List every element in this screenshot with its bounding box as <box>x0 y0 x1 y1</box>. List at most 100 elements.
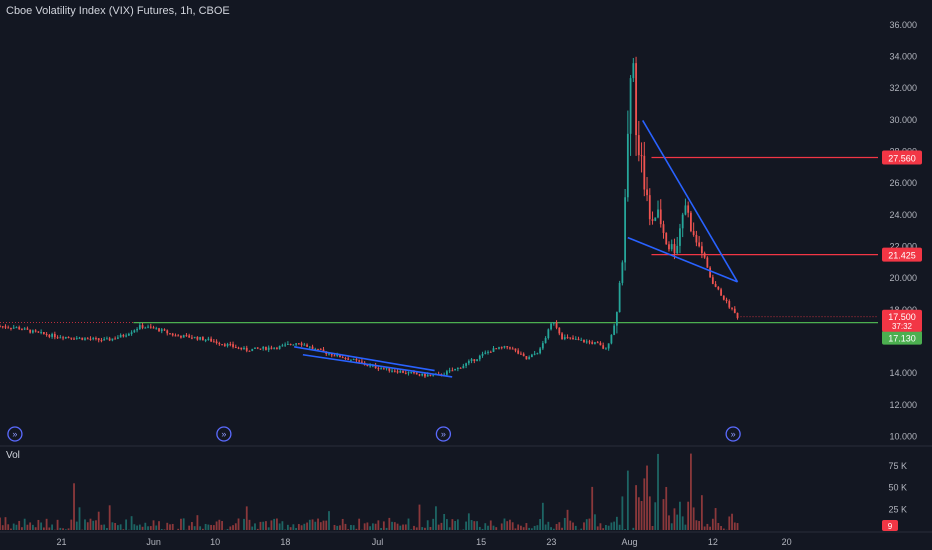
volume-bar <box>555 523 558 530</box>
volume-bar <box>720 525 722 530</box>
volume-bar <box>265 521 267 530</box>
candle-body <box>229 344 232 346</box>
volume-bar <box>188 525 191 530</box>
candle-body <box>284 344 287 346</box>
volume-bar <box>15 524 18 530</box>
volume-bar <box>114 522 117 530</box>
volume-bar <box>366 522 369 530</box>
volume-bar <box>256 528 259 530</box>
volume-bar <box>281 521 284 530</box>
candle-body <box>635 63 637 136</box>
time-axis[interactable]: 21 Jun 10 18 Jul 15 23 Aug 12 20 <box>56 537 791 547</box>
volume-bar <box>221 521 223 530</box>
candle-body <box>429 374 432 376</box>
time-tick-label: 15 <box>476 537 486 547</box>
candle-body <box>245 347 248 351</box>
volume-bar <box>166 522 169 530</box>
volume-bar <box>295 528 298 530</box>
volume-bar <box>352 525 355 530</box>
candle-body <box>391 370 393 372</box>
event-markers[interactable]: » » » » <box>7 426 741 442</box>
candle-body <box>577 338 580 340</box>
volume-bar <box>514 528 517 530</box>
volume-bar <box>536 525 539 530</box>
event-marker-icon <box>435 426 452 442</box>
volume-bar <box>673 508 676 530</box>
price-tick-label: 22.000 <box>889 242 917 252</box>
candle-body <box>404 372 407 374</box>
volume-bar <box>599 523 602 530</box>
candle-body <box>517 350 520 354</box>
candle-body <box>651 219 654 221</box>
price-levels[interactable] <box>0 156 878 324</box>
candle-body <box>303 344 306 346</box>
volume-bar <box>84 519 86 530</box>
candle-body <box>369 365 372 367</box>
volume-bar <box>51 524 53 530</box>
candle-body <box>714 283 717 287</box>
volume-bar <box>18 520 21 530</box>
candle-body <box>673 244 676 254</box>
volume-tick-label: 75 K <box>888 461 907 471</box>
volume-bar <box>160 528 163 530</box>
candle-body <box>218 343 221 345</box>
volume-bar <box>657 453 659 530</box>
volume-bar <box>106 528 108 530</box>
volume-bar <box>580 528 583 530</box>
volume-bar <box>476 521 478 530</box>
price-tick-label: 32.000 <box>889 83 917 93</box>
candle-body <box>670 244 673 250</box>
price-axis[interactable]: 10.00012.00014.00016.00018.00020.00022.0… <box>888 20 917 514</box>
trendline <box>627 236 738 283</box>
candle-body <box>67 336 70 338</box>
candle-body <box>273 347 276 349</box>
volume-bar <box>171 523 174 530</box>
volume-bar <box>668 515 670 530</box>
volume-bar <box>10 528 12 530</box>
volume-bar <box>116 525 119 530</box>
trendlines[interactable] <box>293 120 739 378</box>
candle-body <box>262 346 265 349</box>
candle-body <box>380 368 382 370</box>
candle-body <box>0 326 1 328</box>
candle-body <box>610 334 613 344</box>
price-tick-label: 26.000 <box>889 178 917 188</box>
candle-body <box>201 337 204 341</box>
candle-body <box>267 347 270 350</box>
candle-body <box>125 335 128 337</box>
volume-bar <box>396 523 399 530</box>
volume-bar <box>328 511 330 530</box>
candle-body <box>155 328 158 330</box>
volume-bar <box>728 516 731 530</box>
volume-bar <box>681 516 684 530</box>
candle-body <box>583 339 585 343</box>
candle-body <box>424 373 426 377</box>
candle-body <box>703 253 706 258</box>
candle-body <box>352 358 355 360</box>
volume-bar <box>591 486 594 530</box>
candle-body <box>511 348 514 350</box>
volume-bar <box>679 501 681 530</box>
resistance-tag <box>882 150 922 165</box>
volume-bar <box>533 525 536 530</box>
volume-bar <box>37 519 40 530</box>
volume-bar <box>276 518 278 530</box>
candle-body <box>514 348 517 351</box>
volume-bar <box>648 496 651 530</box>
volume-bar <box>717 522 720 530</box>
volume-bar <box>435 506 437 530</box>
candle-body <box>605 348 607 350</box>
candle-body <box>127 333 130 336</box>
volume-bar <box>311 519 314 530</box>
candle-body <box>70 337 73 339</box>
candle-body <box>97 338 100 341</box>
volume-bar <box>75 521 78 530</box>
candle-body <box>632 63 635 79</box>
candle-body <box>232 344 234 347</box>
volume-bar <box>45 518 48 530</box>
volume-bar <box>149 526 152 530</box>
candle-body <box>550 323 552 330</box>
resistance-tag-label: 27.560 <box>888 153 916 163</box>
candle-body <box>629 78 632 134</box>
